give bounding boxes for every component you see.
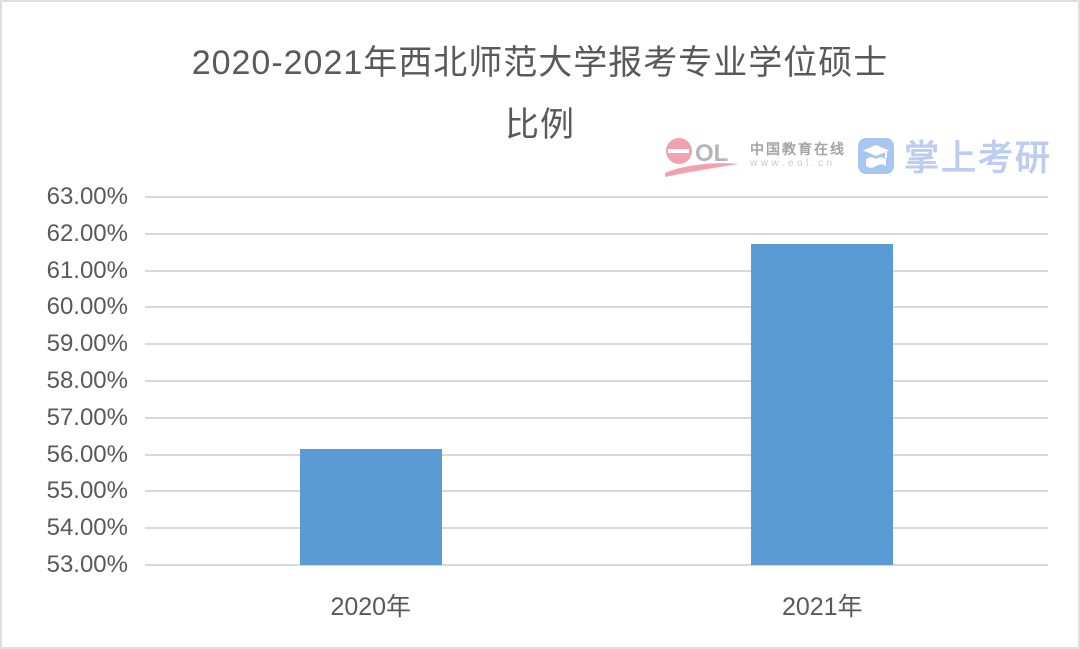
y-tick-label: 53.00% — [46, 551, 128, 578]
x-tick-label: 2021年 — [781, 593, 863, 621]
x-tick-label: 2020年 — [330, 593, 412, 621]
eol-logo-icon: OL — [664, 137, 739, 177]
bar-2021年 — [751, 244, 894, 565]
gridline — [145, 380, 1048, 382]
y-tick-label: 54.00% — [46, 514, 128, 542]
y-tick-label: 63.00% — [46, 183, 128, 210]
gridline — [145, 564, 1048, 566]
y-tick-label: 60.00% — [46, 293, 128, 321]
graduation-cap-icon — [857, 137, 894, 174]
plot-area: 2020年 2021年 — [145, 196, 1048, 621]
chart-title-line2: 比例 — [505, 106, 575, 144]
chart-title: 2020-2021年西北师范大学报考专业学位硕士 比例 — [2, 32, 1078, 156]
y-tick-label: 57.00% — [46, 403, 128, 431]
y-axis-labels: 63.00% 62.00% 61.00% 60.00% 59.00% 58.00% 57.0… — [2, 183, 128, 578]
y-tick-label: 62.00% — [46, 219, 128, 247]
eol-letters: OL — [695, 140, 728, 167]
y-tick-label: 61.00% — [46, 256, 128, 284]
y-tick-label: 59.00% — [46, 330, 128, 358]
y-tick-label: 55.00% — [46, 477, 128, 505]
bar-2020年 — [299, 449, 442, 565]
gridline — [145, 527, 1048, 530]
y-tick-label: 56.00% — [46, 440, 128, 468]
gridline — [145, 343, 1048, 346]
y-tick-label: 58.00% — [46, 367, 128, 394]
gridline — [145, 269, 1048, 272]
chart-title-line1: 2020-2021年西北师范大学报考专业学位硕士 — [191, 44, 889, 82]
watermark: OL 中国教育在线 www.eol.cn 掌上考研 — [664, 130, 1052, 181]
gridline — [145, 490, 1048, 493]
app-name: 掌上考研 — [903, 139, 1052, 178]
gridline — [145, 232, 1048, 235]
eol-site-name: 中国教育在线 — [749, 140, 846, 157]
gridline — [145, 453, 1048, 456]
gridline — [145, 306, 1048, 309]
eol-site-url: www.eol.cn — [749, 158, 836, 169]
eol-text-block: 中国教育在线 www.eol.cn — [750, 141, 846, 171]
gridline — [145, 416, 1048, 419]
gridline — [145, 196, 1048, 198]
